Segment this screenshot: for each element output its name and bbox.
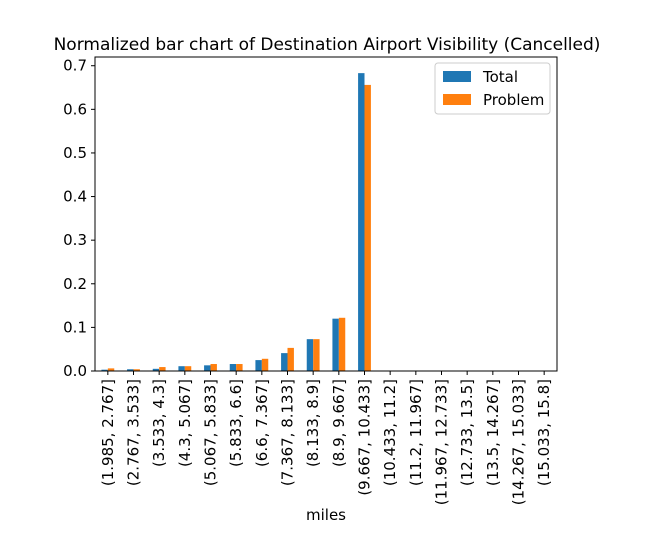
bar-problem-6 bbox=[261, 358, 269, 371]
bar-total-8 bbox=[306, 339, 314, 371]
x-tick-label: (5.067, 5.833] bbox=[202, 379, 220, 486]
y-tick-label: 0.3 bbox=[63, 231, 87, 249]
bar-problem-9 bbox=[338, 317, 346, 371]
bar-total-5 bbox=[229, 364, 237, 371]
y-tick-label: 0.4 bbox=[63, 188, 87, 206]
bar-problem-5 bbox=[236, 364, 243, 371]
bar-total-3 bbox=[178, 366, 185, 371]
bar-total-2 bbox=[152, 368, 160, 371]
bar-problem-10 bbox=[364, 84, 371, 372]
x-tick-label: (5.833, 6.6] bbox=[227, 379, 245, 467]
bar-total-9 bbox=[332, 318, 339, 371]
plot-area: 0.0 0.1 0.2 0.3 0.4 0.5 0.6 0.7 (1.985, 2.767] (2… bbox=[63, 56, 558, 505]
x-tick-label: (12.733, 13.5] bbox=[458, 379, 476, 486]
bar-problem-2 bbox=[159, 367, 166, 371]
legend-label-total: Total bbox=[482, 68, 518, 86]
x-tick-label: (8.9, 9.667] bbox=[330, 379, 348, 467]
bar-total-1 bbox=[127, 369, 134, 371]
y-tick-label: 0.6 bbox=[63, 100, 87, 118]
legend-swatch-problem bbox=[443, 94, 471, 105]
x-axis-label: miles bbox=[306, 506, 346, 524]
x-tick-label: (11.967, 12.733] bbox=[433, 379, 451, 505]
bar-problem-7 bbox=[287, 347, 294, 371]
x-tick-label: (10.433, 11.2] bbox=[381, 379, 399, 486]
x-tick-label: (15.033, 15.8] bbox=[535, 379, 553, 486]
legend-swatch-total bbox=[443, 71, 471, 82]
plot-frame bbox=[94, 56, 558, 372]
y-tick-label: 0.0 bbox=[63, 362, 87, 380]
bar-total-6 bbox=[255, 360, 262, 371]
bar-problem-3 bbox=[184, 366, 192, 371]
bar-total-7 bbox=[281, 353, 288, 371]
x-tick-label: (9.667, 10.433] bbox=[356, 379, 374, 496]
y-tick-label: 0.1 bbox=[63, 318, 87, 336]
bar-total-0 bbox=[101, 369, 108, 371]
y-tick-label: 0.5 bbox=[63, 144, 87, 162]
y-tick-label: 0.7 bbox=[63, 57, 87, 75]
bar-problem-0 bbox=[107, 368, 115, 371]
bar-problem-8 bbox=[313, 339, 320, 371]
x-tick-label: (2.767, 3.533] bbox=[125, 379, 143, 486]
x-tick-label: (13.5, 14.267] bbox=[484, 379, 502, 486]
x-tick-label: (4.3, 5.067] bbox=[176, 379, 194, 467]
bar-total-10 bbox=[358, 73, 365, 371]
bar-problem-1 bbox=[133, 369, 140, 371]
x-tick-label: (6.6, 7.367] bbox=[253, 379, 271, 467]
x-tick-label: (8.133, 8.9] bbox=[304, 379, 322, 467]
bar-total-4 bbox=[204, 365, 211, 371]
bar-problem-4 bbox=[210, 364, 217, 371]
legend-label-problem: Problem bbox=[483, 91, 544, 109]
x-tick-label: (7.367, 8.133] bbox=[279, 379, 297, 486]
x-tick-label: (1.985, 2.767] bbox=[99, 379, 117, 486]
x-tick-label: (14.267, 15.033] bbox=[510, 379, 528, 505]
chart-title: Normalized bar chart of Destination Airp… bbox=[54, 35, 601, 55]
x-tick-label: (11.2, 11.967] bbox=[407, 379, 425, 486]
x-tick-label: (3.533, 4.3] bbox=[150, 379, 168, 467]
y-tick-label: 0.2 bbox=[63, 275, 87, 293]
